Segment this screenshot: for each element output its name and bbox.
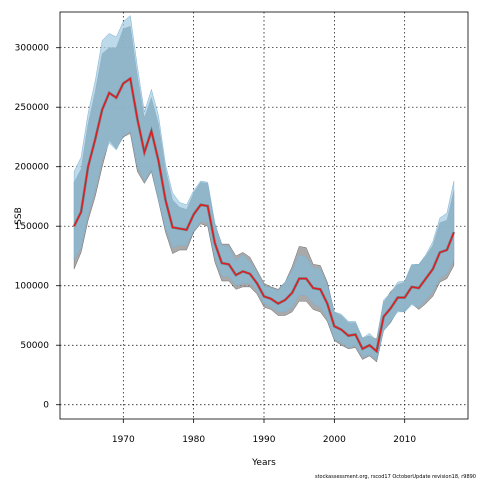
x-tick-label: 1980 (182, 435, 205, 445)
ci-band-overlap (74, 26, 454, 360)
x-tick-label: 2000 (323, 435, 346, 445)
y-tick-label: 300000 (15, 44, 50, 54)
y-tick-label: 50000 (20, 341, 49, 351)
y-tick-label: 250000 (15, 103, 50, 113)
y-tick-label: 200000 (15, 163, 50, 173)
x-axis-label: Years (251, 458, 276, 468)
x-tick-label: 2010 (393, 435, 416, 445)
x-ticks: 1970 1980 1990 2000 2010 (112, 419, 416, 445)
y-ticks: 0 50000 100000 150000 200000 250000 300000 (15, 44, 60, 411)
y-tick-label: 0 (43, 401, 49, 411)
estimate-line (73, 77, 455, 353)
estimate-line-layer (72, 76, 456, 354)
x-tick-label: 1990 (253, 435, 276, 445)
x-tick-label: 1970 (112, 435, 135, 445)
y-tick-label: 150000 (15, 222, 50, 232)
y-axis-label: SSB (14, 207, 24, 225)
band-overlap (74, 26, 454, 360)
footer-note: stockassessment.org, rscod17 OctoberUpda… (315, 474, 476, 480)
y-tick-label: 100000 (15, 282, 50, 292)
